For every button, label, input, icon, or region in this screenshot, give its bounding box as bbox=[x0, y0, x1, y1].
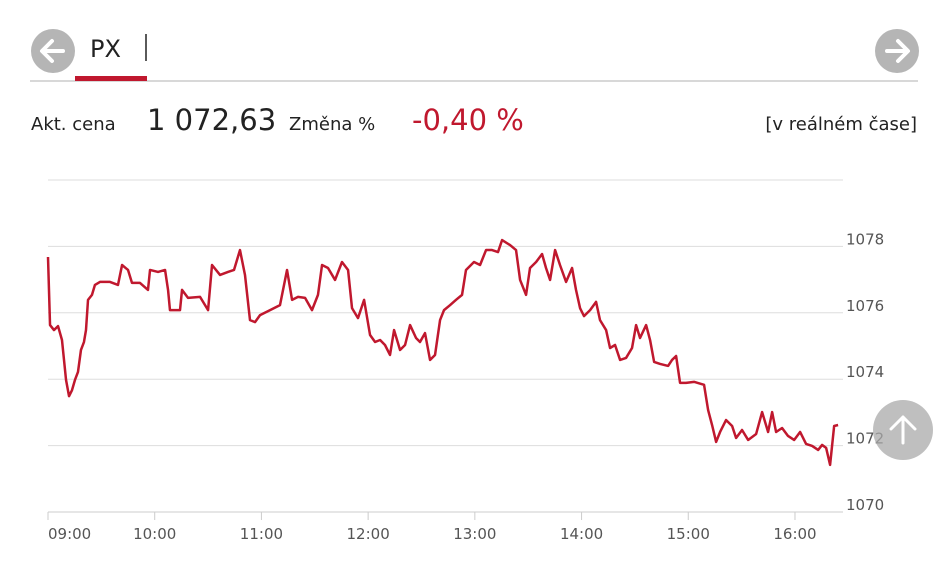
x-tick-label: 09:00 bbox=[48, 525, 91, 543]
forward-button[interactable] bbox=[875, 29, 919, 73]
back-button[interactable] bbox=[31, 29, 75, 73]
y-tick-label: 1074 bbox=[846, 363, 884, 381]
price-label: Akt. cena bbox=[31, 114, 116, 135]
y-tick-label: 1076 bbox=[846, 297, 884, 315]
y-tick-label: 1078 bbox=[846, 230, 884, 248]
price: 1 072,63 bbox=[147, 103, 276, 137]
x-tick-label: 13:00 bbox=[453, 525, 496, 543]
x-tick-label: 10:00 bbox=[133, 525, 176, 543]
change: -0,40 % bbox=[412, 103, 524, 137]
x-tick-label: 12:00 bbox=[347, 525, 390, 543]
price-line bbox=[46, 238, 839, 467]
tab-underline bbox=[75, 76, 147, 81]
scroll-top-button[interactable] bbox=[873, 400, 933, 460]
status: [v reálném čase] bbox=[765, 114, 917, 135]
x-tick-label: 15:00 bbox=[667, 525, 710, 543]
y-tick-label: 1070 bbox=[846, 496, 884, 514]
x-tick-label: 11:00 bbox=[240, 525, 283, 543]
x-tick-label: 14:00 bbox=[560, 525, 603, 543]
change-label: Změna % bbox=[289, 114, 375, 135]
x-tick-label: 16:00 bbox=[773, 525, 816, 543]
symbol-tab[interactable]: PX bbox=[90, 35, 121, 63]
